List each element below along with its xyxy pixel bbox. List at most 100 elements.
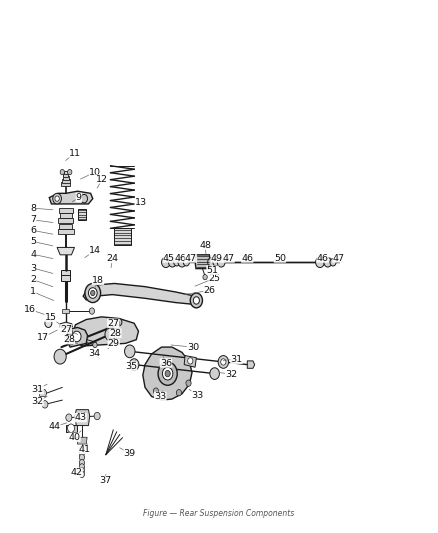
- Circle shape: [316, 257, 324, 268]
- Text: 13: 13: [134, 198, 147, 207]
- Circle shape: [116, 318, 122, 326]
- Polygon shape: [58, 218, 73, 223]
- Circle shape: [85, 284, 101, 303]
- Circle shape: [93, 342, 97, 348]
- Circle shape: [94, 413, 100, 419]
- Polygon shape: [62, 179, 70, 183]
- Text: 7: 7: [30, 215, 36, 224]
- Polygon shape: [60, 322, 72, 327]
- Polygon shape: [75, 410, 90, 425]
- Circle shape: [67, 329, 73, 336]
- Circle shape: [178, 257, 186, 267]
- Text: 51: 51: [206, 266, 219, 274]
- Circle shape: [177, 390, 182, 396]
- Circle shape: [81, 195, 88, 203]
- Text: 47: 47: [223, 254, 235, 263]
- Text: 47: 47: [333, 254, 345, 263]
- Text: 16: 16: [24, 305, 35, 314]
- Circle shape: [153, 388, 159, 394]
- Circle shape: [210, 368, 219, 379]
- Text: 44: 44: [49, 422, 60, 431]
- Polygon shape: [67, 327, 88, 347]
- Text: 43: 43: [74, 413, 87, 422]
- Circle shape: [129, 359, 139, 370]
- Text: 10: 10: [89, 167, 101, 176]
- Circle shape: [88, 288, 97, 298]
- Circle shape: [169, 257, 177, 267]
- Circle shape: [79, 471, 85, 478]
- Circle shape: [45, 319, 52, 327]
- Polygon shape: [78, 209, 86, 220]
- Circle shape: [66, 414, 72, 421]
- Polygon shape: [66, 424, 77, 432]
- Polygon shape: [61, 182, 70, 186]
- Text: 5: 5: [30, 237, 36, 246]
- Text: 45: 45: [163, 254, 175, 263]
- Circle shape: [89, 308, 95, 314]
- Circle shape: [60, 169, 64, 175]
- Circle shape: [217, 257, 225, 267]
- Text: 41: 41: [79, 445, 91, 454]
- Text: 48: 48: [199, 241, 211, 250]
- Circle shape: [193, 297, 199, 304]
- Text: 24: 24: [106, 254, 118, 263]
- Text: 34: 34: [88, 350, 100, 359]
- Polygon shape: [184, 356, 196, 367]
- Circle shape: [54, 349, 66, 364]
- Circle shape: [105, 328, 116, 341]
- Circle shape: [67, 424, 74, 432]
- Text: 46: 46: [241, 254, 253, 263]
- Circle shape: [162, 257, 170, 268]
- Circle shape: [162, 367, 173, 380]
- Circle shape: [208, 257, 215, 267]
- Polygon shape: [195, 255, 210, 269]
- Circle shape: [324, 257, 332, 267]
- Polygon shape: [61, 270, 70, 275]
- Circle shape: [203, 274, 207, 280]
- Polygon shape: [58, 229, 74, 234]
- Circle shape: [174, 259, 180, 266]
- Text: 18: 18: [92, 276, 104, 285]
- Text: 39: 39: [124, 449, 136, 458]
- Text: 6: 6: [30, 226, 36, 235]
- Circle shape: [79, 464, 85, 470]
- Text: 27: 27: [60, 325, 72, 334]
- Polygon shape: [60, 213, 72, 217]
- Circle shape: [116, 321, 120, 325]
- Circle shape: [72, 331, 81, 342]
- Text: 27: 27: [107, 319, 119, 328]
- Circle shape: [330, 259, 336, 266]
- Text: 40: 40: [68, 433, 81, 442]
- Polygon shape: [63, 176, 69, 180]
- Text: 28: 28: [110, 329, 121, 338]
- Polygon shape: [83, 284, 201, 305]
- Text: 46: 46: [175, 254, 187, 263]
- Text: 14: 14: [89, 246, 101, 255]
- Circle shape: [79, 467, 85, 474]
- Polygon shape: [64, 171, 68, 174]
- Circle shape: [79, 454, 85, 461]
- Circle shape: [79, 459, 85, 466]
- Polygon shape: [143, 347, 192, 400]
- Polygon shape: [61, 275, 70, 281]
- Circle shape: [106, 326, 114, 336]
- Circle shape: [158, 362, 177, 385]
- Text: 9: 9: [76, 193, 82, 202]
- Text: 1: 1: [30, 287, 36, 296]
- Polygon shape: [59, 208, 73, 213]
- Polygon shape: [73, 317, 138, 346]
- Text: 47: 47: [185, 254, 197, 263]
- Text: 31: 31: [230, 355, 243, 364]
- Text: 25: 25: [208, 273, 221, 282]
- Circle shape: [42, 401, 48, 408]
- Circle shape: [213, 259, 219, 266]
- Circle shape: [55, 196, 59, 201]
- Circle shape: [184, 259, 189, 266]
- Polygon shape: [59, 224, 72, 229]
- Text: 15: 15: [45, 313, 57, 322]
- Text: 49: 49: [211, 254, 223, 263]
- Circle shape: [186, 380, 191, 386]
- Text: 4: 4: [30, 250, 36, 259]
- Polygon shape: [62, 309, 69, 313]
- Circle shape: [221, 359, 226, 365]
